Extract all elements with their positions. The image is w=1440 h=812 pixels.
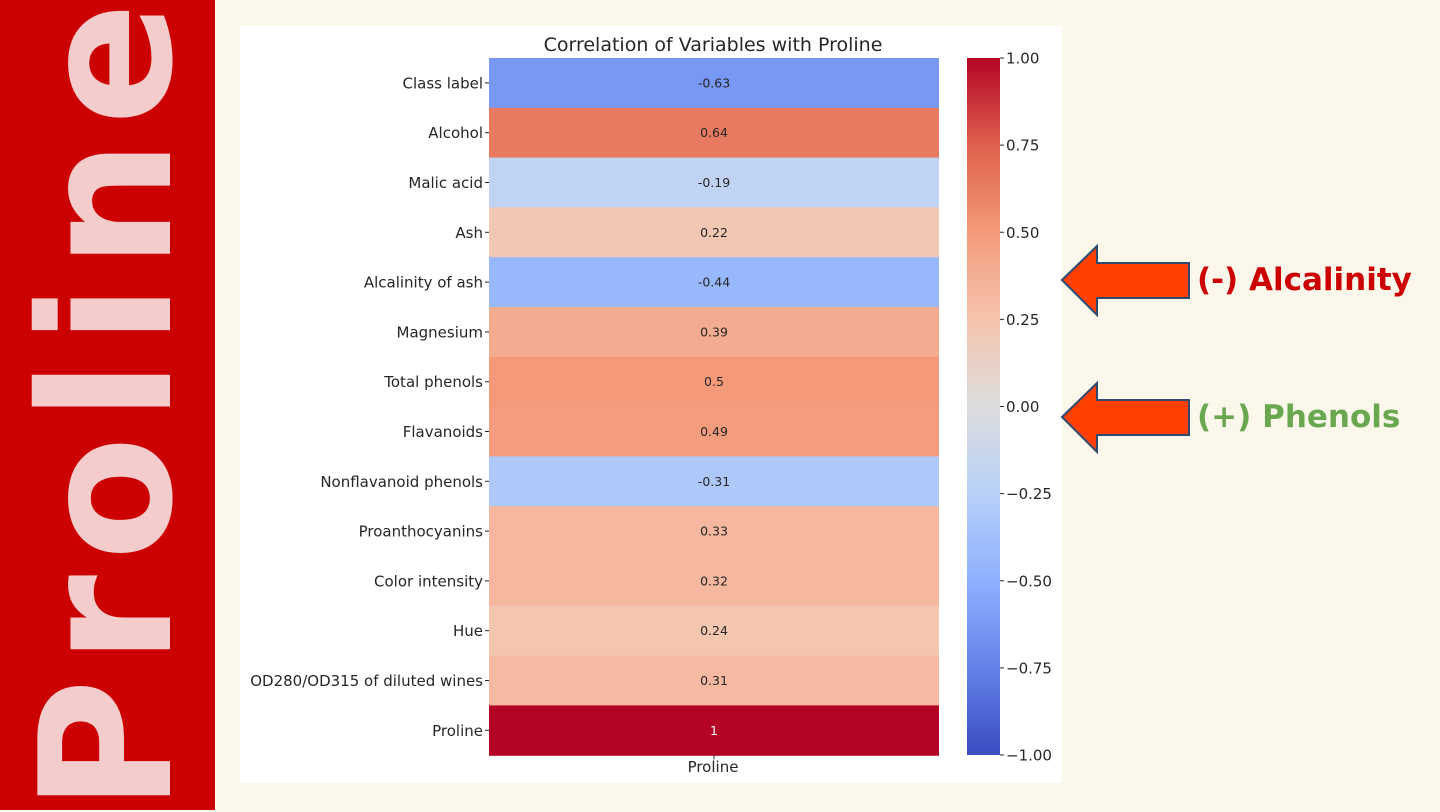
colorbar-tick-label: 0.50 bbox=[1006, 224, 1039, 242]
colorbar-tick-label: −0.75 bbox=[1006, 659, 1052, 677]
heatmap-cell bbox=[489, 705, 939, 756]
cell-value-label: 1 bbox=[710, 723, 718, 738]
row-label: Class label bbox=[402, 74, 483, 92]
cell-value-label: 0.39 bbox=[700, 324, 728, 339]
row-label: Proline bbox=[432, 722, 483, 740]
row-label: Proanthocyanins bbox=[359, 523, 484, 541]
colorbar bbox=[967, 58, 1000, 755]
x-axis-label: Proline bbox=[688, 758, 739, 776]
side-banner: Proline bbox=[0, 0, 215, 812]
heatmap-cell bbox=[489, 605, 939, 657]
row-label: Magnesium bbox=[397, 323, 484, 341]
cell-value-label: 0.32 bbox=[700, 573, 728, 588]
callout-alcalinity: (-) Alcalinity bbox=[1197, 262, 1412, 298]
heatmap-cell bbox=[489, 456, 939, 507]
heatmap-cell bbox=[489, 307, 939, 358]
heatmap-cell bbox=[489, 406, 939, 457]
row-label: OD280/OD315 of diluted wines bbox=[250, 672, 483, 690]
colorbar-tick-label: −0.50 bbox=[1006, 572, 1052, 590]
left-arrow-icon bbox=[1060, 244, 1190, 318]
chart-panel: Correlation of Variables with Proline -0… bbox=[240, 26, 1062, 783]
cell-value-label: -0.31 bbox=[698, 474, 730, 489]
colorbar-tick-label: 0.75 bbox=[1006, 137, 1039, 155]
cell-value-label: -0.19 bbox=[698, 175, 730, 190]
heatmap-chart: Correlation of Variables with Proline -0… bbox=[250, 34, 1052, 776]
row-label: Malic acid bbox=[408, 174, 483, 192]
cell-value-label: 0.24 bbox=[700, 623, 728, 638]
colorbar-tick-label: 0.00 bbox=[1006, 398, 1039, 416]
row-label: Ash bbox=[455, 224, 483, 242]
row-label: Color intensity bbox=[374, 572, 483, 590]
left-arrow-icon bbox=[1060, 381, 1190, 455]
row-label: Alcohol bbox=[428, 124, 483, 142]
cell-value-label: 0.49 bbox=[700, 424, 728, 439]
row-label: Hue bbox=[453, 622, 483, 640]
cell-value-label: 0.5 bbox=[704, 374, 724, 389]
cell-value-label: 0.33 bbox=[700, 524, 728, 539]
heatmap-cell bbox=[489, 356, 939, 408]
cell-value-label: 0.64 bbox=[700, 125, 728, 140]
cell-value-label: -0.44 bbox=[698, 275, 730, 290]
row-label: Flavanoids bbox=[403, 423, 483, 441]
heatmap-cell bbox=[489, 257, 939, 308]
cell-value-label: 0.31 bbox=[700, 673, 728, 688]
colorbar-tick-label: −0.25 bbox=[1006, 485, 1052, 503]
colorbar-tick-label: −1.00 bbox=[1006, 747, 1052, 765]
row-label: Nonflavanoid phenols bbox=[320, 473, 483, 491]
heatmap-cell bbox=[489, 58, 939, 109]
chart-title: Correlation of Variables with Proline bbox=[544, 34, 883, 56]
heatmap-cell bbox=[489, 157, 939, 208]
heatmap-cell bbox=[489, 207, 939, 258]
heatmap-cell bbox=[489, 556, 939, 607]
row-label: Alcalinity of ash bbox=[364, 274, 483, 292]
row-label: Total phenols bbox=[383, 373, 483, 391]
side-title: Proline bbox=[1, 0, 213, 812]
cell-value-label: -0.63 bbox=[698, 75, 730, 90]
heatmap-cell bbox=[489, 107, 939, 159]
heatmap-cell bbox=[489, 506, 939, 557]
colorbar-tick-label: 0.25 bbox=[1006, 311, 1039, 329]
callout-phenols: (+) Phenols bbox=[1197, 399, 1401, 435]
colorbar-tick-label: 1.00 bbox=[1006, 50, 1039, 68]
cell-value-label: 0.22 bbox=[700, 225, 728, 240]
heatmap-cell bbox=[489, 655, 939, 706]
